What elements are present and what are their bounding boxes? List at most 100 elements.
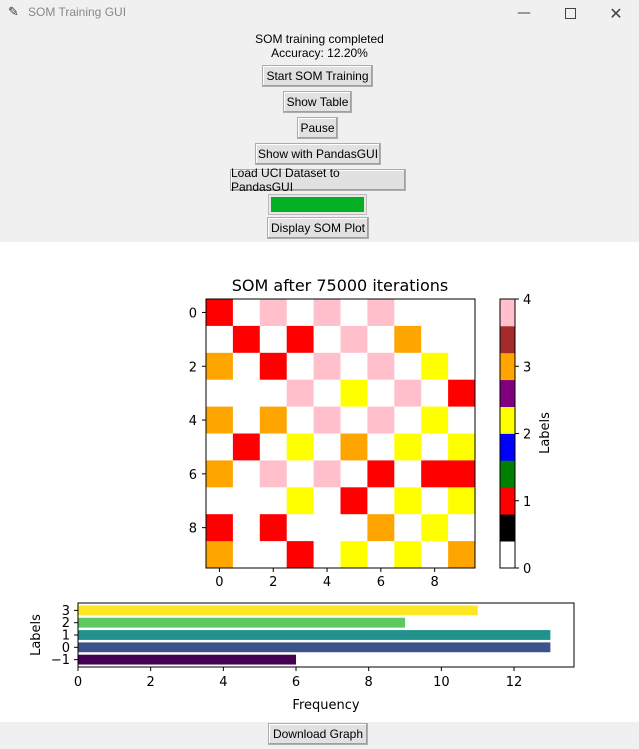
heatmap-cell (367, 514, 395, 542)
heatmap-cell (232, 406, 261, 434)
heatmap-cell (313, 487, 341, 515)
colorbar-tick-label: 1 (523, 495, 531, 510)
heatmap-cell (340, 460, 368, 488)
heatmap-cell (367, 299, 395, 327)
heatmap-cell (313, 325, 341, 354)
display-plot-button[interactable]: Display SOM Plot (267, 217, 369, 239)
heatmap-cell (206, 299, 234, 327)
heatmap-cell (448, 460, 476, 488)
heatmap-xtick-label: 8 (431, 575, 439, 590)
heatmap-cell (232, 487, 261, 515)
heatmap-cell (448, 541, 476, 569)
bar (78, 617, 406, 628)
heatmap-cell (313, 460, 341, 488)
bar-xtick-label: 12 (506, 675, 523, 690)
heatmap-cell (259, 352, 288, 381)
colorbar-segment (500, 460, 515, 488)
heatmap-cell (367, 379, 395, 407)
heatmap-cell (448, 352, 476, 381)
heatmap-ytick-label: 4 (189, 414, 197, 429)
bar-xtick-label: 8 (365, 675, 373, 690)
bar (78, 642, 551, 653)
start-training-button[interactable]: Start SOM Training (262, 65, 373, 87)
download-graph-button[interactable]: Download Graph (268, 723, 368, 745)
heatmap-xtick-label: 6 (377, 575, 385, 590)
heatmap-cell (340, 541, 368, 569)
heatmap-cell (206, 541, 234, 569)
heatmap-cell (232, 352, 261, 381)
heatmap-cell (340, 352, 368, 381)
heatmap-cell (421, 352, 449, 381)
heatmap-cell (394, 325, 422, 354)
title-bar: ✎ SOM Training GUI — ✕ (0, 0, 639, 26)
bar-ylabel: Labels (29, 614, 44, 656)
heatmap-cell (232, 325, 261, 354)
heatmap-cell (421, 325, 449, 354)
heatmap-cell (232, 541, 261, 569)
heatmap-cell (286, 460, 314, 488)
status-text: SOM training completed (255, 32, 384, 46)
colorbar-segment (500, 299, 515, 327)
heatmap-cell (232, 460, 261, 488)
colorbar-segment (500, 541, 515, 569)
heatmap-ytick-label: 6 (189, 468, 197, 483)
heatmap-cell (259, 541, 288, 569)
heatmap-cell (232, 299, 261, 327)
pandasgui-button[interactable]: Show with PandasGUI (255, 143, 381, 165)
heatmap-cell (421, 379, 449, 407)
heatmap-cell (313, 433, 341, 461)
heatmap-cell (340, 487, 368, 515)
heatmap-cell (421, 299, 449, 327)
heatmap-cell (286, 325, 314, 354)
heatmap-ytick-label: 0 (189, 306, 197, 321)
heatmap-cell (340, 406, 368, 434)
window-title: SOM Training GUI (28, 5, 127, 19)
heatmap-cell (448, 379, 476, 407)
close-icon[interactable]: ✕ (609, 3, 623, 23)
heatmap-cell (421, 460, 449, 488)
colorbar-tick-label: 3 (523, 360, 531, 375)
colorbar-segment (500, 352, 515, 381)
heatmap-cell (259, 460, 288, 488)
heatmap-title: SOM after 75000 iterations (232, 276, 449, 295)
heatmap-cell (286, 406, 314, 434)
heatmap-cell (206, 487, 234, 515)
heatmap-cell (448, 325, 476, 354)
heatmap-cell (259, 487, 288, 515)
heatmap-xtick-label: 2 (269, 575, 277, 590)
heatmap-cell (367, 433, 395, 461)
minimize-icon[interactable]: — (517, 5, 531, 21)
plot-canvas: SOM after 75000 iterations 0 2 4 6 8 0 2 4 6 8 0… (0, 242, 639, 722)
show-table-button[interactable]: Show Table (283, 91, 352, 113)
heatmap-xtick-label: 4 (323, 575, 331, 590)
heatmap-cell (206, 433, 234, 461)
bar-xtick-label: 6 (292, 675, 300, 690)
heatmap-cell (394, 379, 422, 407)
heatmap-cell (367, 352, 395, 381)
heatmap-cell (448, 487, 476, 515)
heatmap-cell (286, 379, 314, 407)
maximize-icon[interactable] (547, 0, 593, 26)
colorbar-segment (500, 514, 515, 542)
colorbar-tick-label: 2 (523, 428, 531, 443)
heatmap-cell (259, 299, 288, 327)
heatmap-cell (421, 406, 449, 434)
heatmap-cell (206, 460, 234, 488)
heatmap-cell (313, 379, 341, 407)
colorbar-segment (500, 325, 515, 354)
heatmap-cell (206, 514, 234, 542)
load-uci-button[interactable]: Load UCI Dataset to PandasGUI (230, 166, 406, 194)
bar-xlabel: Frequency (292, 698, 359, 713)
heatmap-cell (313, 406, 341, 434)
bar-xtick-label: 4 (219, 675, 227, 690)
bar-ytick-label: −1 (51, 653, 70, 668)
colorbar-label: Labels (538, 412, 553, 454)
heatmap-cell (448, 433, 476, 461)
heatmap-cell (340, 514, 368, 542)
heatmap-cell (394, 406, 422, 434)
heatmap-cell (394, 487, 422, 515)
heatmap-cell (232, 379, 261, 407)
heatmap-cell (206, 406, 234, 434)
pause-button[interactable]: Pause (297, 117, 338, 139)
heatmap-cell (232, 433, 261, 461)
